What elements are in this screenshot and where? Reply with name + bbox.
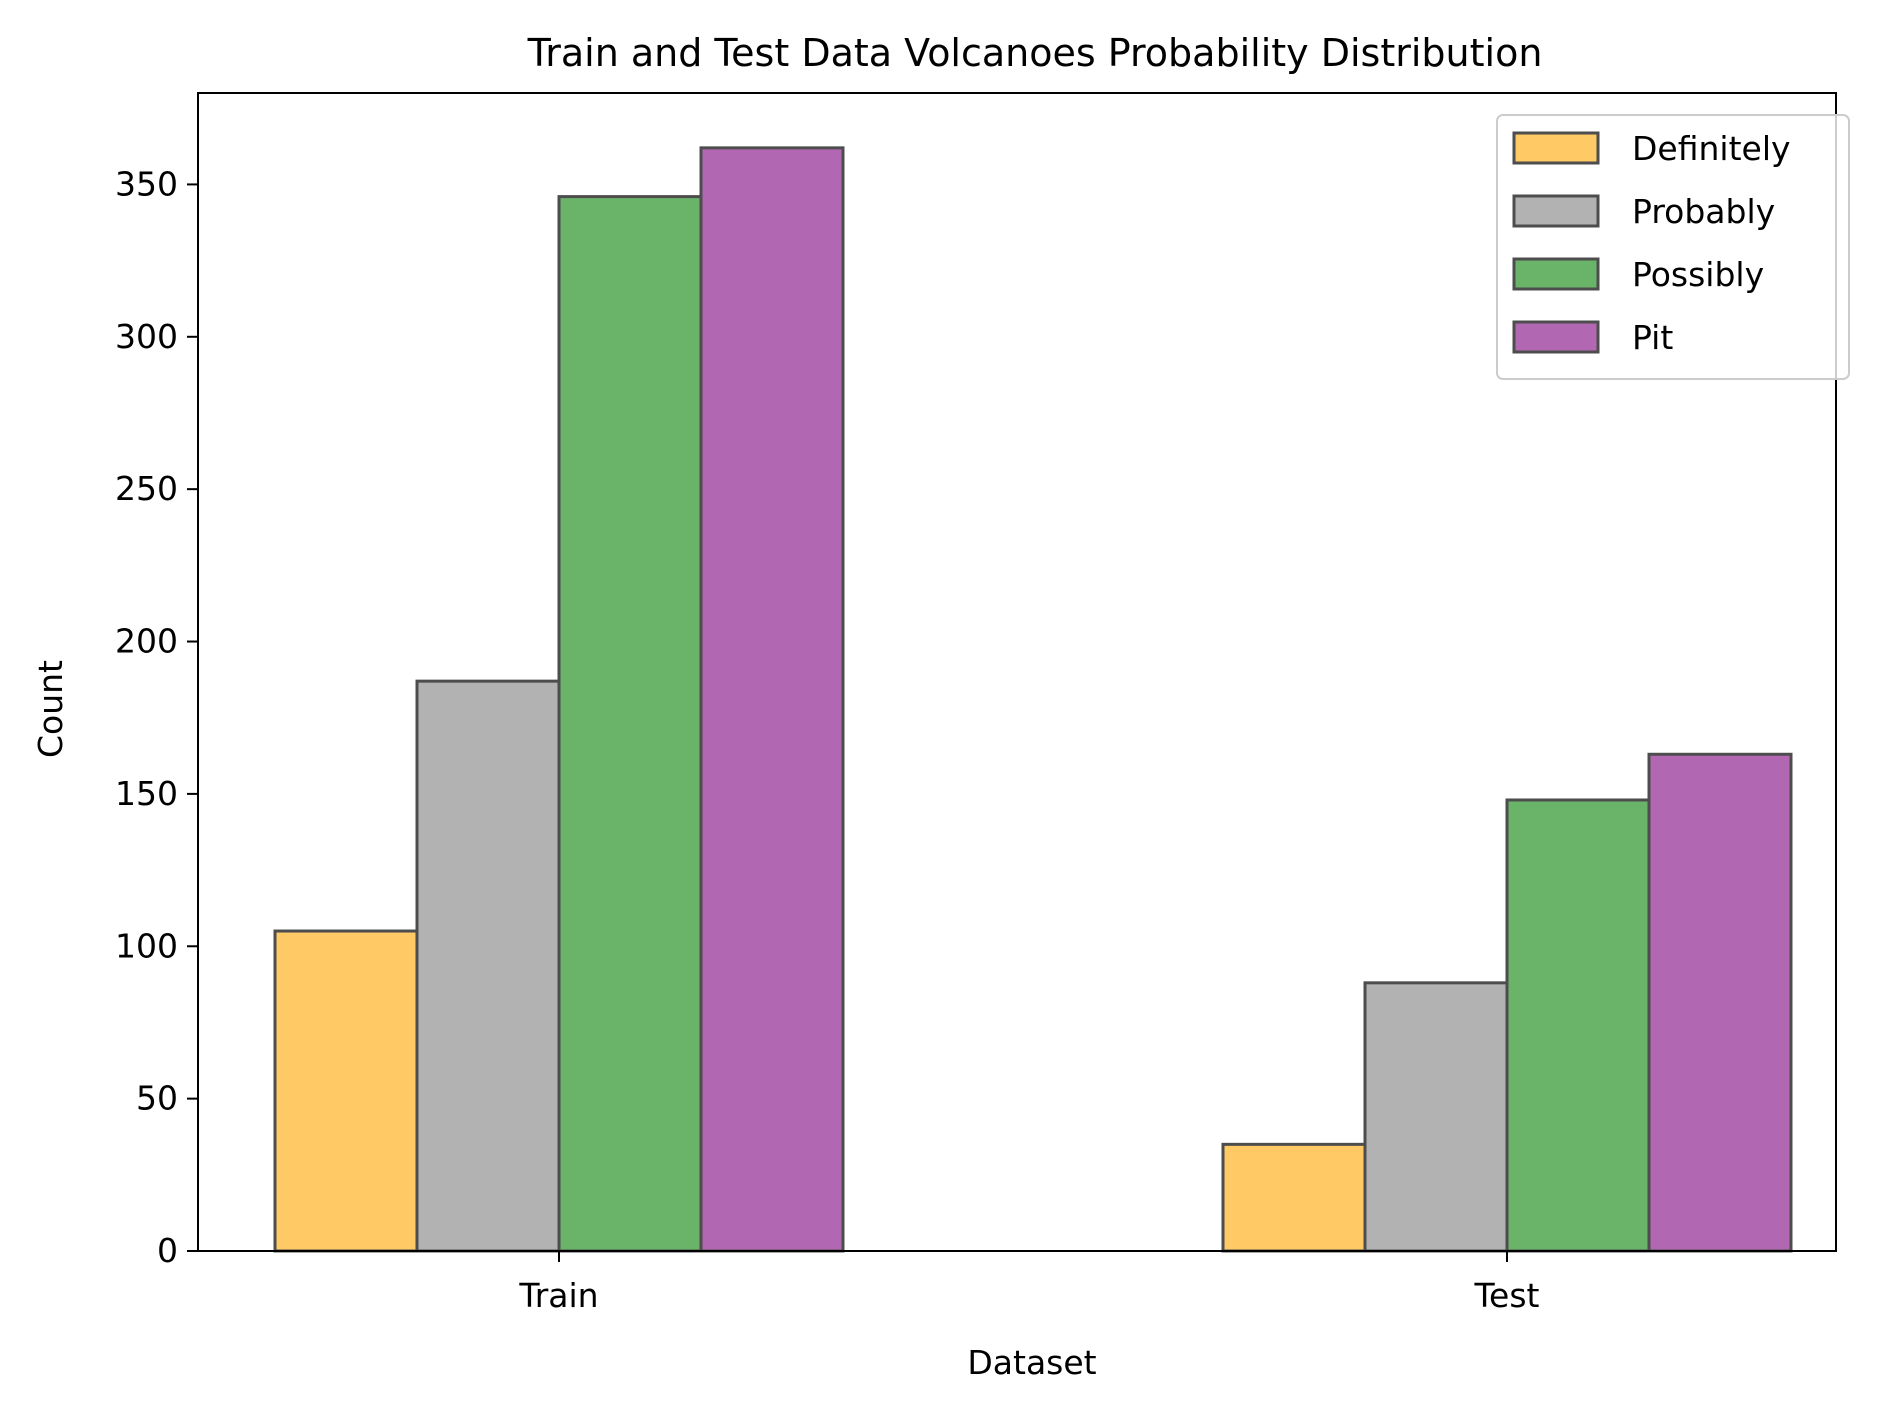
bar-definitely-train bbox=[273, 929, 419, 1253]
x-tick-label-train: Train bbox=[518, 1276, 598, 1315]
bar-possibly-train bbox=[557, 195, 703, 1253]
legend-label-probably: Probably bbox=[1632, 192, 1775, 231]
x-tick-label-test: Test bbox=[1474, 1276, 1540, 1315]
bar-pit-train bbox=[699, 146, 845, 1253]
y-tick-label: 250 bbox=[115, 469, 178, 508]
y-tick-label: 50 bbox=[136, 1079, 178, 1118]
x-axis-label: Dataset bbox=[967, 1343, 1096, 1382]
bar-definitely-test bbox=[1221, 1142, 1367, 1253]
bars-layer bbox=[273, 146, 1793, 1253]
y-tick-label: 100 bbox=[115, 926, 178, 965]
legend-label-pit: Pit bbox=[1632, 318, 1673, 357]
y-tick-label: 150 bbox=[115, 774, 178, 813]
y-axis-label: Count bbox=[31, 660, 70, 758]
y-tick-label: 350 bbox=[115, 164, 178, 203]
x-axis-ticks: Train Test bbox=[518, 1251, 1540, 1315]
legend-swatch-probably bbox=[1512, 194, 1600, 228]
legend-swatch-possibly bbox=[1512, 257, 1600, 291]
bar-possibly-test bbox=[1505, 798, 1651, 1253]
legend: Definitely Probably Possibly Pit bbox=[1496, 114, 1850, 380]
bar-probably-train bbox=[415, 679, 561, 1253]
legend-label-possibly: Possibly bbox=[1632, 255, 1764, 294]
y-tick-label: 0 bbox=[157, 1231, 178, 1270]
legend-swatch-pit bbox=[1512, 320, 1600, 354]
legend-label-definitely: Definitely bbox=[1632, 129, 1791, 168]
plot-area-frame bbox=[197, 92, 1837, 1252]
y-tick-label: 300 bbox=[115, 317, 178, 356]
bar-probably-test bbox=[1363, 981, 1509, 1253]
legend-box bbox=[1496, 114, 1850, 380]
y-tick-label: 200 bbox=[115, 622, 178, 661]
chart-title: Train and Test Data Volcanoes Probabilit… bbox=[527, 31, 1543, 75]
bar-pit-test bbox=[1647, 752, 1793, 1253]
y-axis-ticks: 0 50 100 150 200 250 300 350 bbox=[115, 164, 198, 1270]
legend-swatch-definitely bbox=[1512, 131, 1600, 165]
